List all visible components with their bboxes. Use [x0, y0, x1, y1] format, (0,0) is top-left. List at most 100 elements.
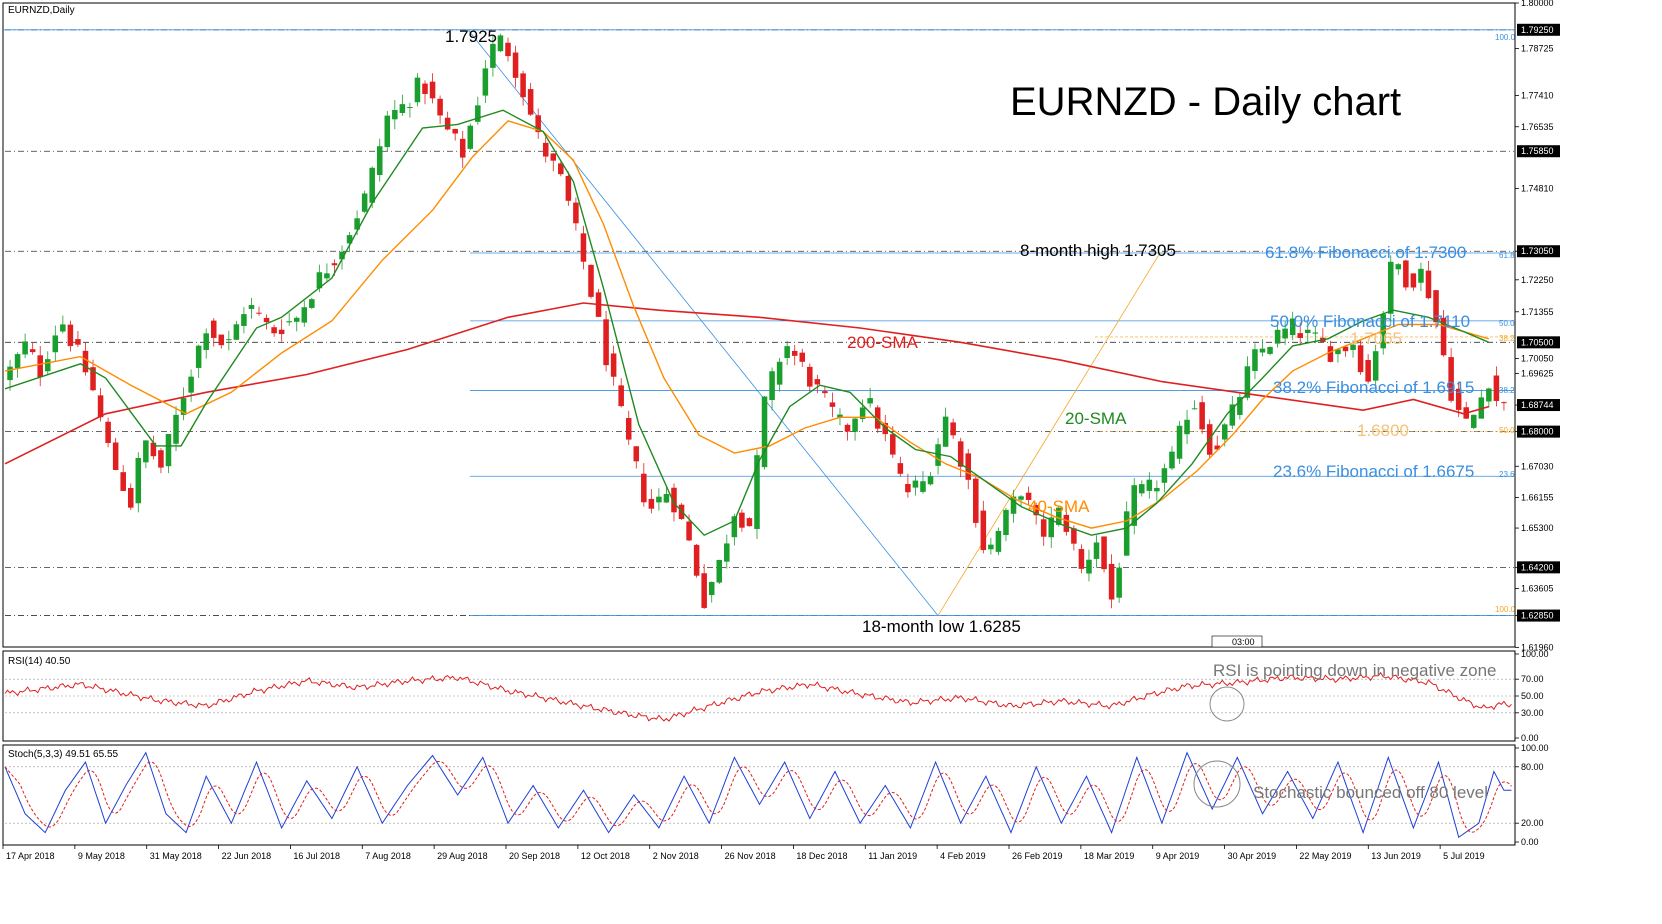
candle-body — [1470, 414, 1477, 428]
candle-body — [278, 329, 285, 335]
candle-body — [1025, 492, 1032, 500]
candle-body — [1244, 366, 1251, 398]
candle-body — [791, 350, 798, 356]
candle-body — [459, 138, 466, 158]
candle-body — [724, 543, 730, 562]
candle-body — [158, 450, 164, 468]
candle-body — [407, 107, 413, 109]
candle-body — [1018, 496, 1024, 500]
x-tick-label: 5 Jul 2019 — [1443, 851, 1485, 861]
osc-tick-label: 0.00 — [1521, 733, 1539, 743]
candle-body — [739, 512, 745, 528]
candle-body — [754, 455, 760, 529]
candle-body — [331, 263, 338, 266]
candle-body — [1440, 317, 1447, 356]
y-highlight-box — [1517, 336, 1560, 349]
candle-body — [1229, 404, 1236, 426]
moving-averages — [4, 109, 1490, 537]
y-tick-label: 1.63605 — [1521, 584, 1554, 594]
y-highlight-box — [1517, 145, 1560, 158]
timer-widget: 03:00 — [1211, 635, 1263, 648]
candle-body — [1372, 351, 1379, 381]
candle-body — [218, 334, 225, 346]
sma40-line — [4, 120, 1489, 529]
y-highlight-label: 1.73050 — [1521, 246, 1554, 256]
candle-body — [263, 317, 270, 323]
candle-body — [573, 202, 579, 224]
candle-body — [203, 333, 209, 350]
y-highlight-box — [1517, 245, 1560, 258]
x-tick-label: 29 Aug 2018 — [437, 851, 488, 861]
candle-body — [143, 440, 149, 463]
y-tick-label: 1.67030 — [1521, 461, 1554, 471]
rsi-panel: 100.00 70.00 50.00 30.00 0.00 — [4, 649, 1549, 743]
candlesticks — [7, 33, 1507, 610]
candle-body — [874, 407, 881, 429]
candle-body — [588, 264, 594, 297]
candle-body — [1003, 509, 1009, 536]
candle-body — [648, 498, 655, 509]
candle-body — [1448, 357, 1454, 401]
candle-body — [890, 434, 896, 455]
fib-236-label: 23.6% Fibonacci of 1.6675 — [1273, 462, 1474, 481]
candle-body — [29, 349, 36, 353]
candle-body — [293, 317, 300, 322]
candle-body — [369, 167, 375, 203]
y-highlight-box — [1517, 23, 1560, 36]
candle-body — [1455, 388, 1462, 410]
candle-body — [663, 494, 670, 503]
candle-body — [1350, 344, 1356, 350]
candle-body — [188, 376, 194, 393]
fib-tag-50: 50.0 — [1499, 319, 1515, 328]
candle-body — [354, 218, 360, 230]
candle-body — [150, 442, 157, 457]
candle-body — [1282, 328, 1288, 339]
x-tick-label: 30 Apr 2019 — [1228, 851, 1277, 861]
y-tick-label: 1.65300 — [1521, 523, 1554, 533]
candle-body — [1161, 468, 1168, 483]
trendline-down — [467, 29, 939, 616]
x-tick-label: 4 Feb 2019 — [940, 851, 986, 861]
sma200-line — [4, 302, 1490, 465]
candle-body — [935, 444, 941, 466]
sma20-line — [4, 109, 1490, 537]
x-tick-label: 9 May 2018 — [78, 851, 125, 861]
candle-body — [633, 446, 640, 462]
candle-body — [1063, 514, 1070, 532]
sma200-label: 200-SMA — [847, 333, 919, 352]
candle-body — [452, 128, 458, 134]
candle-body — [339, 251, 345, 260]
candle-body — [1501, 402, 1507, 404]
candle-body — [60, 324, 66, 332]
candle-body — [180, 398, 187, 415]
osc-tick-label: 50.00 — [1521, 691, 1544, 701]
candle-body — [1176, 425, 1183, 459]
candle-body — [807, 366, 813, 387]
chart-title: EURNZD - Daily chart — [1010, 80, 1401, 124]
candle-body — [1357, 345, 1364, 373]
osc-tick-label: 100.00 — [1521, 743, 1549, 753]
candle-body — [761, 396, 768, 468]
y-highlight-label: 1.68000 — [1521, 427, 1554, 437]
candle-body — [422, 83, 428, 94]
y-highlight-label: 1.64200 — [1521, 562, 1554, 572]
x-tick-label: 11 Jan 2019 — [868, 851, 917, 861]
y-tick-label: 1.70050 — [1521, 353, 1554, 363]
fib-tag-382: 38.2 — [1499, 386, 1515, 395]
candle-body — [120, 472, 126, 491]
candle-body — [52, 335, 59, 353]
high-annotation: 1.7925 — [445, 27, 497, 46]
candle-body — [1418, 268, 1424, 283]
x-tick-label: 12 Oct 2018 — [581, 851, 630, 861]
x-tick-label: 18 Mar 2019 — [1084, 851, 1135, 861]
candle-body — [346, 235, 353, 244]
candle-body — [173, 414, 179, 444]
candle-body — [822, 391, 828, 394]
candle-body — [580, 233, 587, 262]
candle-body — [912, 480, 919, 488]
rsi-line — [4, 671, 1512, 722]
candle-body — [716, 559, 723, 583]
candle-body — [135, 457, 142, 504]
